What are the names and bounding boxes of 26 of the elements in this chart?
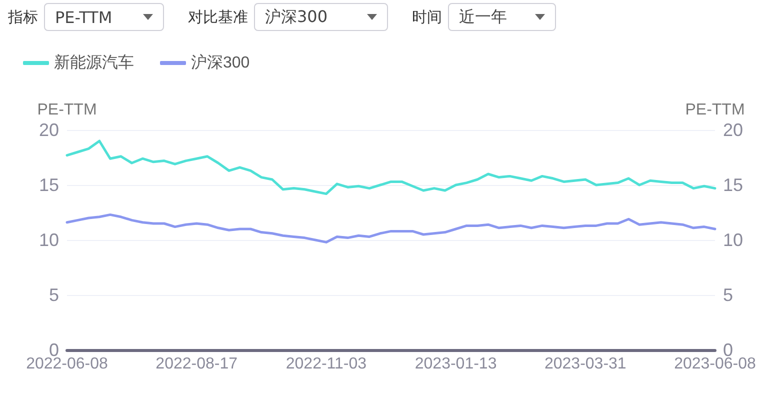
line-series xyxy=(66,140,716,196)
line-series xyxy=(66,213,716,244)
x-tick-label: 2022-08-17 xyxy=(156,356,238,372)
x-tick-label: 2022-06-08 xyxy=(26,356,108,372)
text: 对比基准 xyxy=(188,8,248,26)
dropdown[interactable]: 近一年 xyxy=(448,3,556,31)
dropdown[interactable]: 沪深300 xyxy=(254,3,388,31)
y-tick-label: 20 xyxy=(38,120,59,140)
x-tick-label: 2023-06-08 xyxy=(674,356,756,372)
y-axis-title: PE-TTM xyxy=(37,102,97,118)
y-tick-label: 10 xyxy=(38,230,59,250)
x-tick-label: 2023-01-13 xyxy=(414,356,497,372)
y2-tick-label: 10 xyxy=(723,230,744,250)
x-tick-label: 2023-03-31 xyxy=(544,356,626,372)
y2-tick-label: 20 xyxy=(723,120,744,140)
x-tick-label: 2022-11-03 xyxy=(286,356,367,372)
legend-label: 新能源汽车 xyxy=(54,54,134,72)
y-tick-label: 5 xyxy=(48,285,59,305)
y2-tick-label: 5 xyxy=(723,285,734,305)
y2-axis-title: PE-TTM xyxy=(685,102,745,118)
text: 指标 xyxy=(8,8,38,26)
text: 时间 xyxy=(412,8,442,26)
y2-tick-label: 15 xyxy=(723,175,744,195)
legend-label: 沪深300 xyxy=(191,54,250,72)
dropdown[interactable]: PE-TTM xyxy=(44,3,164,31)
y-tick-label: 15 xyxy=(38,175,59,195)
